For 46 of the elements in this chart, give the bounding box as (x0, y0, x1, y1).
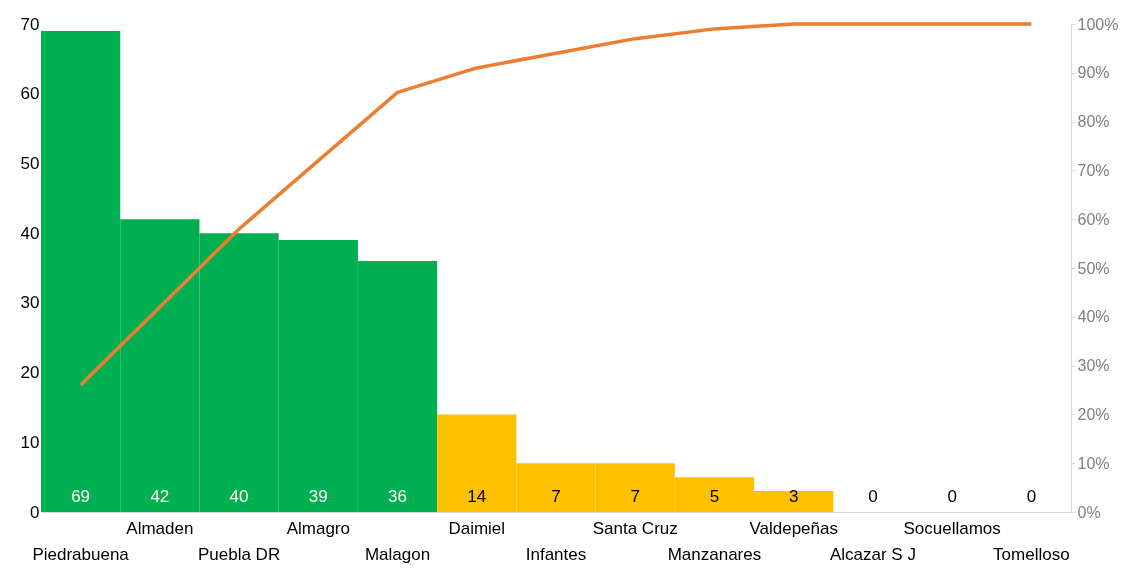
x-tick-label: Manzanares (667, 544, 762, 564)
y2-tick-label: 80% (1077, 113, 1110, 131)
x-tick-label: Piedrabuena (32, 544, 130, 564)
data-label: 0 (868, 487, 878, 506)
y-tick-label: 70 (20, 14, 40, 34)
data-label: 14 (467, 487, 487, 506)
y2-tick-label: 30% (1077, 357, 1110, 375)
y-tick-label: 10 (20, 432, 40, 452)
x-tick-label: Socuellamos (903, 518, 1001, 538)
x-tick-label: Santa Cruz (592, 518, 678, 538)
x-tick-label: Almagro (286, 518, 350, 538)
data-label: 7 (551, 487, 561, 506)
data-label: 40 (229, 487, 249, 506)
x-tick-label: Puebla DR (197, 544, 281, 564)
data-label: 42 (150, 487, 170, 506)
x-tick-label: Malagon (364, 544, 431, 564)
data-label: 69 (71, 487, 91, 506)
y2-tick-label: 100% (1077, 15, 1119, 33)
data-label: 7 (630, 487, 640, 506)
y-tick-label: 60 (20, 84, 40, 104)
y2-tick-label: 0% (1077, 503, 1101, 521)
y-tick-label: 40 (20, 223, 40, 243)
x-tick-label: Daimiel (448, 518, 506, 538)
data-label: 0 (947, 487, 957, 506)
y-tick-label: 0 (30, 502, 40, 522)
data-label: 36 (388, 487, 407, 506)
y2-tick-label: 70% (1077, 161, 1110, 179)
data-label: 3 (788, 487, 799, 506)
y2-tick-label: 10% (1077, 454, 1110, 472)
data-label: 0 (1026, 487, 1037, 506)
y-tick-label: 50 (20, 153, 40, 173)
data-label: 5 (709, 487, 720, 506)
data-label: 39 (308, 487, 328, 506)
y-tick-label: 30 (20, 293, 40, 313)
y2-tick-label: 40% (1077, 308, 1110, 326)
line-series (78, 22, 1034, 387)
x-tick-label: Tomelloso (993, 544, 1070, 564)
x-tick-label: Valdepeñas (749, 518, 838, 538)
y2-tick-label: 90% (1077, 64, 1110, 82)
x-tick-label: Alcazar S J (829, 544, 916, 564)
y2-tick-label: 20% (1077, 405, 1110, 423)
x-tick-label: Almaden (126, 518, 194, 538)
y2-tick-label: 50% (1077, 259, 1110, 277)
y2-tick-label: 60% (1077, 210, 1110, 228)
x-tick-label: Infantes (525, 544, 587, 564)
y-tick-label: 20 (20, 363, 40, 383)
